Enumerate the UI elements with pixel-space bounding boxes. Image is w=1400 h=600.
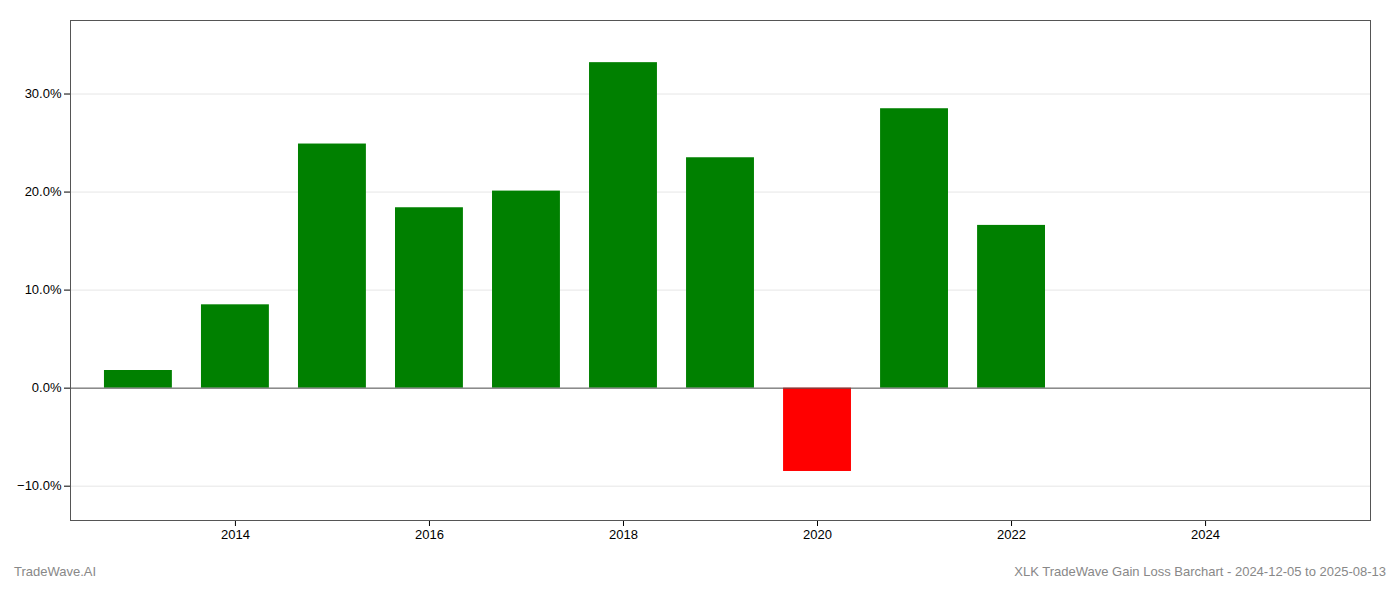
svg-text:2020: 2020 xyxy=(803,527,832,542)
svg-text:2022: 2022 xyxy=(997,527,1026,542)
svg-text:2014: 2014 xyxy=(221,527,250,542)
svg-text:10.0%: 10.0% xyxy=(25,282,62,297)
svg-text:20.0%: 20.0% xyxy=(25,184,62,199)
html-text:XLK TradeWave Gain Loss Barcha: XLK TradeWave Gain Loss Barchart - 2024-… xyxy=(1014,564,1386,579)
svg-text:0.0%: 0.0% xyxy=(32,380,62,395)
svg-text:2018: 2018 xyxy=(609,527,638,542)
svg-text:2024: 2024 xyxy=(1191,527,1220,542)
html-text:TradeWave.AI: TradeWave.AI xyxy=(14,564,97,579)
svg-text:30.0%: 30.0% xyxy=(25,86,62,101)
svg-text:2016: 2016 xyxy=(415,527,444,542)
svg-text:−10.0%: −10.0% xyxy=(17,478,62,493)
